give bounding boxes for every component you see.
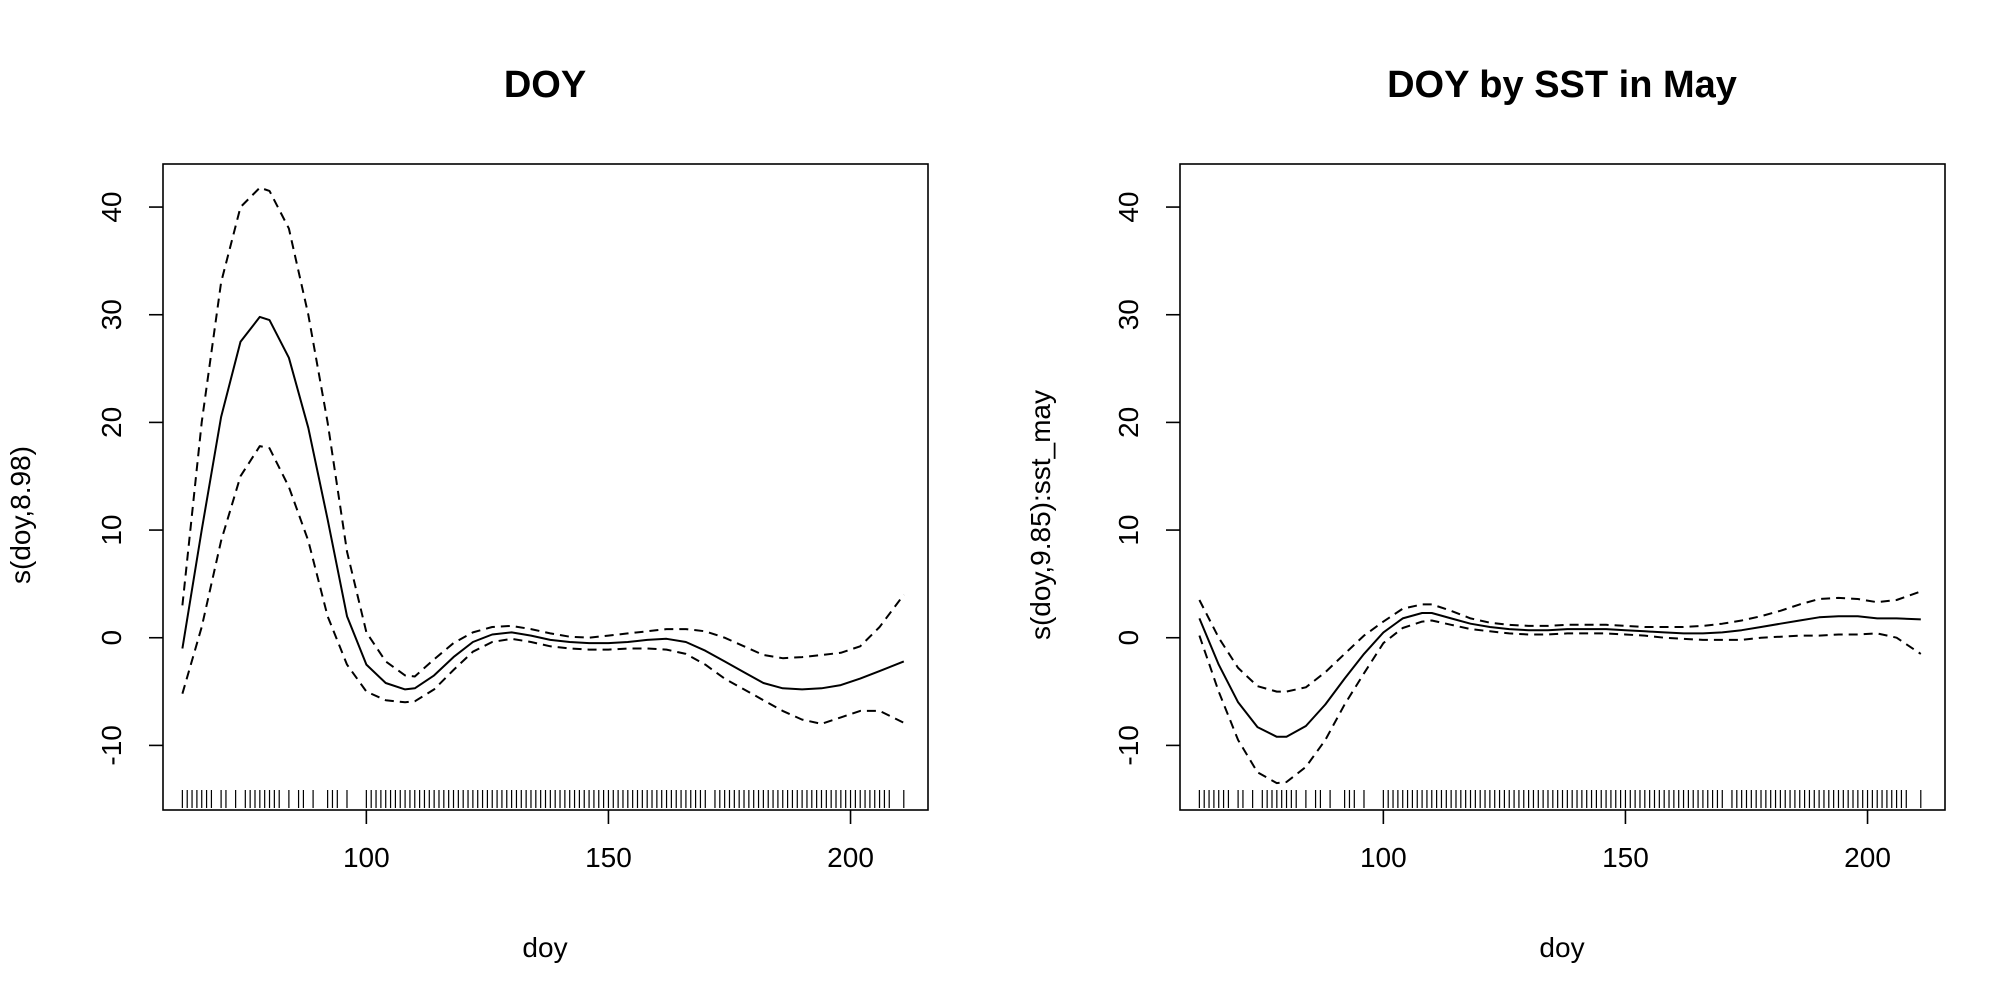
series-upper-line	[181, 186, 905, 678]
y-tick-label: -10	[96, 725, 127, 765]
panel-title: DOY by SST in May	[1387, 64, 1737, 106]
panel-title: DOY	[504, 64, 586, 106]
panel-doy-by-sst: DOY by SST in May doy s(doy,9.85):sst_ma…	[1025, 64, 1946, 963]
y-tick-label: 10	[1113, 514, 1144, 545]
y-tick-label: 30	[96, 299, 127, 330]
panel-doy: DOY doy s(doy,8.98) 100 150 200 -10 0 10 20 30 4…	[5, 64, 929, 963]
x-axis-label: doy	[522, 932, 567, 963]
x-tick-label: 200	[827, 842, 874, 873]
x-axis-label: doy	[1539, 932, 1584, 963]
y-tick-label: 30	[1113, 299, 1144, 330]
x-tick-label: 200	[1844, 842, 1891, 873]
y-axis-label: s(doy,9.85):sst_may	[1025, 390, 1056, 640]
y-tick-label: 40	[96, 191, 127, 222]
y-tick-label: 20	[96, 407, 127, 438]
y-tick-label: 20	[1113, 407, 1144, 438]
plot-frame	[162, 163, 929, 811]
x-tick-label: 100	[1360, 842, 1407, 873]
y-tick-label: 0	[1113, 630, 1144, 646]
x-tick-label: 150	[585, 842, 632, 873]
y-tick-label: -10	[1113, 725, 1144, 765]
x-tick-label: 150	[1602, 842, 1649, 873]
series-upper-line	[1198, 590, 1922, 693]
y-axis-label: s(doy,8.98)	[5, 446, 36, 584]
plot-frame	[1179, 163, 1946, 811]
series-estimate-line	[181, 315, 905, 691]
y-tick-label: 40	[1113, 191, 1144, 222]
series-lower-line	[1198, 619, 1922, 785]
y-tick-label: 10	[96, 514, 127, 545]
series-lower-line	[181, 445, 905, 725]
y-tick-label: 0	[96, 630, 127, 646]
series-estimate-line	[1198, 612, 1921, 738]
x-tick-label: 100	[343, 842, 390, 873]
